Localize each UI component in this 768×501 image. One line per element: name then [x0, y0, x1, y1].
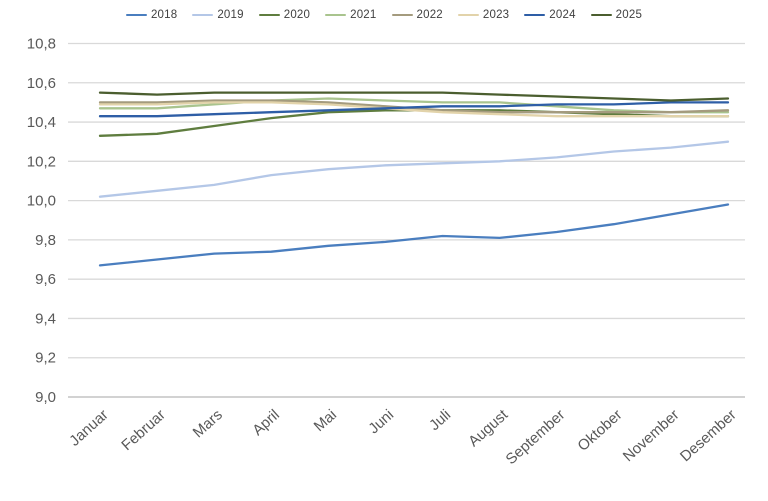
x-tick-label: Mars — [190, 406, 226, 441]
legend-item-2025: 2025 — [590, 9, 643, 21]
legend-item-2023: 2023 — [457, 9, 510, 21]
legend-swatch-icon — [258, 13, 280, 17]
legend-label: 2018 — [150, 9, 178, 21]
legend-label: 2020 — [283, 9, 311, 21]
x-tick-label: April — [249, 406, 283, 439]
legend-label: 2023 — [482, 9, 510, 21]
legend-swatch-icon — [325, 13, 347, 17]
legend-item-2019: 2019 — [192, 9, 244, 21]
legend-swatch-icon — [125, 13, 147, 17]
x-tick-label: Januar — [66, 406, 111, 449]
y-tick-label: 10,0 — [27, 193, 56, 210]
legend-item-2021: 2021 — [325, 9, 376, 21]
legend-swatch-icon — [391, 13, 413, 17]
x-tick-label: November — [620, 406, 683, 465]
x-tick-label: Juni — [365, 406, 397, 437]
x-tick-label: Februar — [118, 406, 168, 454]
y-tick-label: 9,4 — [35, 310, 56, 327]
legend-label: 2025 — [615, 9, 643, 21]
legend-label: 2022 — [416, 9, 443, 21]
series-line-2019 — [98, 140, 730, 198]
legend-swatch-icon — [590, 13, 612, 17]
series-line-2021 — [98, 97, 730, 114]
y-tick-label: 9,2 — [35, 350, 56, 367]
legend-label: 2021 — [350, 9, 377, 21]
series-line-2024 — [98, 101, 730, 118]
y-tick-label: 10,4 — [27, 114, 56, 131]
y-tick-label: 10,2 — [27, 153, 56, 170]
chart-legend: 2018 2019 2020 2021 2022 2023 2024 2025 — [0, 7, 768, 23]
series-line-2025 — [98, 91, 730, 102]
y-tick-label: 9,8 — [35, 232, 56, 249]
legend-swatch-icon — [192, 13, 214, 17]
y-tick-label: 10,8 — [27, 36, 56, 53]
y-tick-label: 10,6 — [27, 75, 56, 92]
x-tick-label: Desember — [677, 406, 740, 465]
series-line-2018 — [98, 203, 730, 267]
x-tick-label: Juli — [426, 406, 454, 434]
y-tick-label: 9,6 — [35, 271, 56, 288]
series-line-2023 — [98, 101, 730, 118]
legend-swatch-icon — [457, 13, 479, 17]
x-tick-label: Oktober — [574, 406, 625, 454]
x-tick-label: Mai — [311, 406, 340, 435]
legend-item-2020: 2020 — [258, 9, 311, 21]
x-tick-label: September — [503, 406, 569, 468]
legend-item-2022: 2022 — [391, 9, 443, 21]
y-tick-label: 9,0 — [35, 389, 56, 406]
x-tick-label: August — [465, 406, 512, 450]
legend-item-2024: 2024 — [524, 9, 575, 21]
legend-label: 2019 — [217, 9, 244, 21]
legend-label: 2024 — [549, 9, 576, 21]
legend-item-2018: 2018 — [125, 9, 178, 21]
legend-swatch-icon — [524, 13, 546, 17]
